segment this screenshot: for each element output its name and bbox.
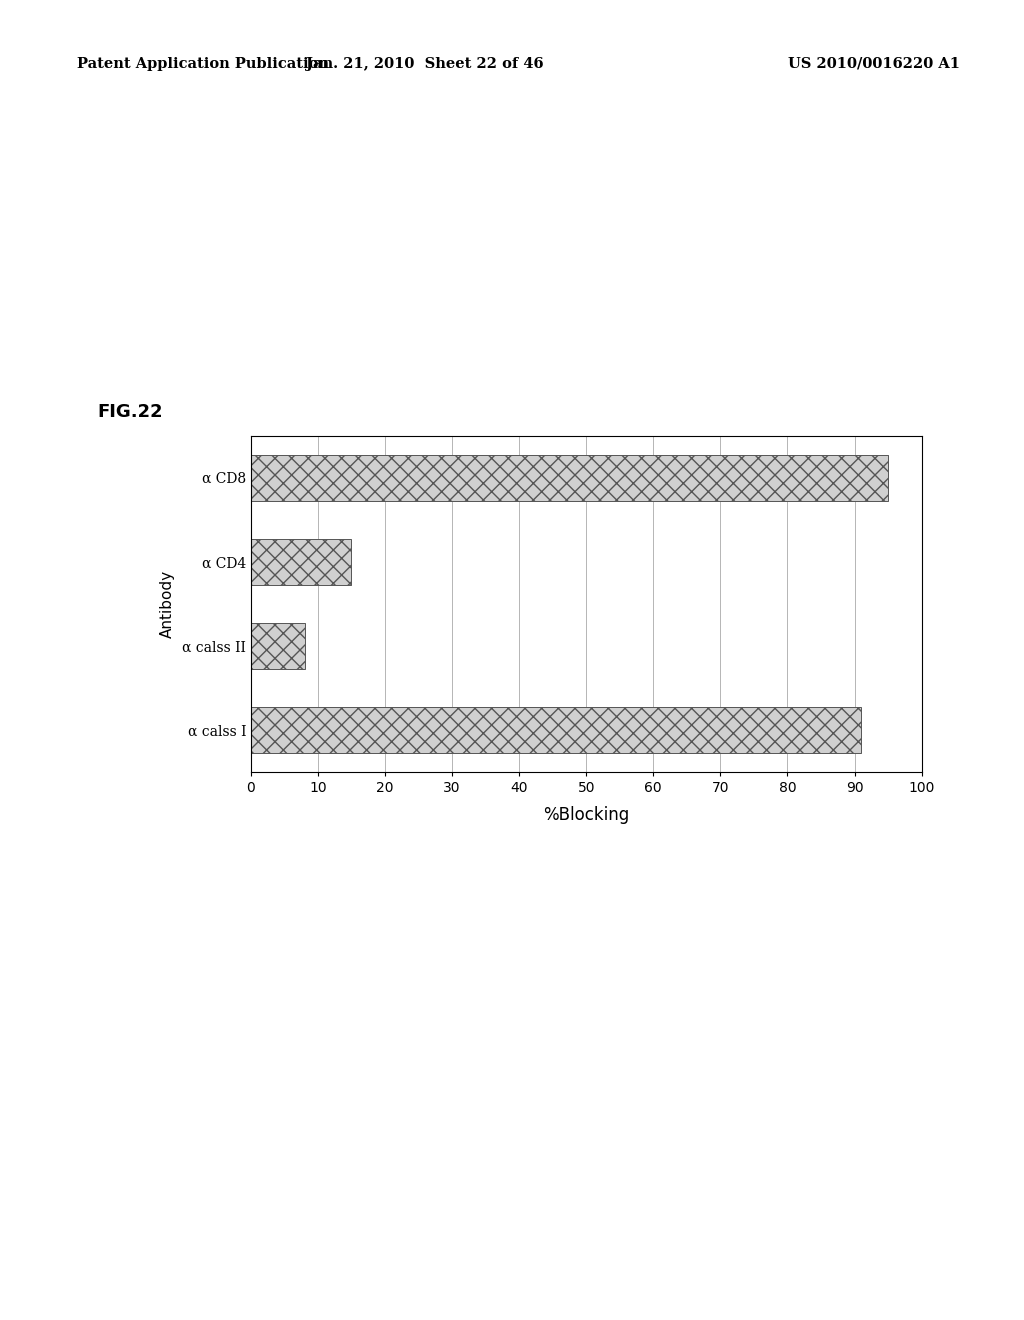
Bar	[251, 623, 304, 669]
Bar	[251, 708, 861, 754]
Text: Patent Application Publication: Patent Application Publication	[77, 57, 329, 71]
Text: FIG.22: FIG.22	[97, 403, 163, 421]
Bar	[251, 539, 351, 585]
Text: Jan. 21, 2010  Sheet 22 of 46: Jan. 21, 2010 Sheet 22 of 46	[306, 57, 544, 71]
Bar	[251, 454, 888, 500]
Y-axis label: Antibody: Antibody	[160, 570, 175, 638]
Text: US 2010/0016220 A1: US 2010/0016220 A1	[788, 57, 961, 71]
X-axis label: %Blocking: %Blocking	[543, 807, 630, 824]
